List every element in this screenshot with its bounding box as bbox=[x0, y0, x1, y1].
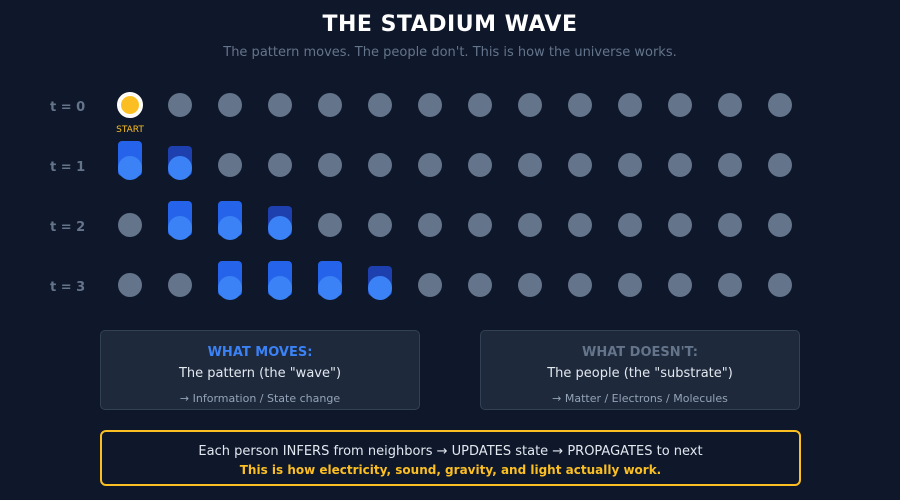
person-idle bbox=[518, 153, 542, 177]
person-head bbox=[218, 216, 242, 240]
person-head bbox=[368, 276, 392, 300]
person-idle bbox=[668, 93, 692, 117]
person-idle bbox=[618, 213, 642, 237]
person-raising bbox=[268, 206, 292, 240]
person-idle bbox=[768, 153, 792, 177]
person-idle bbox=[318, 213, 342, 237]
person-head bbox=[168, 156, 192, 180]
what-moves-card: WHAT MOVES: The pattern (the "wave") → I… bbox=[100, 330, 420, 410]
person-raised bbox=[118, 141, 142, 180]
person-head bbox=[218, 276, 242, 300]
person-head bbox=[168, 216, 192, 240]
person-idle bbox=[618, 153, 642, 177]
person-idle bbox=[118, 213, 142, 237]
person-idle bbox=[718, 93, 742, 117]
person-idle bbox=[218, 93, 242, 117]
person-raised bbox=[218, 201, 242, 240]
person-idle bbox=[568, 153, 592, 177]
what-doesnt-heading: WHAT DOESN'T: bbox=[582, 345, 698, 360]
what-moves-heading: WHAT MOVES: bbox=[207, 345, 313, 360]
person-idle bbox=[118, 273, 142, 297]
person-idle bbox=[468, 213, 492, 237]
person-idle bbox=[268, 153, 292, 177]
person-idle bbox=[668, 213, 692, 237]
person-idle bbox=[768, 213, 792, 237]
person-head bbox=[318, 276, 342, 300]
person-head bbox=[118, 156, 142, 180]
person-raising bbox=[168, 146, 192, 180]
person-idle bbox=[468, 273, 492, 297]
what-doesnt-note: → Matter / Electrons / Molecules bbox=[552, 392, 728, 405]
person-raised bbox=[168, 201, 192, 240]
person-idle bbox=[368, 153, 392, 177]
person-idle bbox=[518, 93, 542, 117]
wave-diagram: t = 0 START t = 1 t = 2 t = 3 bbox=[50, 92, 792, 300]
what-moves-text: The pattern (the "wave") bbox=[178, 366, 342, 381]
person-idle bbox=[768, 273, 792, 297]
summary-box: Each person INFERS from neighbors → UPDA… bbox=[100, 430, 801, 486]
person-head bbox=[268, 216, 292, 240]
person-idle bbox=[518, 213, 542, 237]
person-raised bbox=[218, 261, 242, 300]
person-head bbox=[268, 276, 292, 300]
row-label: t = 0 bbox=[50, 100, 86, 115]
person-idle bbox=[468, 93, 492, 117]
person-idle bbox=[618, 273, 642, 297]
person-raised bbox=[318, 261, 342, 300]
person-idle bbox=[368, 93, 392, 117]
person-idle bbox=[718, 213, 742, 237]
person-idle bbox=[318, 153, 342, 177]
summary-line: Each person INFERS from neighbors → UPDA… bbox=[198, 444, 703, 459]
page-subtitle: The pattern moves. The people don't. Thi… bbox=[223, 45, 677, 60]
person-idle bbox=[418, 273, 442, 297]
row-label: t = 1 bbox=[50, 160, 86, 175]
start-person bbox=[117, 92, 143, 118]
person-idle bbox=[218, 153, 242, 177]
row-label: t = 2 bbox=[50, 220, 86, 235]
person-raising bbox=[368, 266, 392, 300]
person-idle bbox=[568, 273, 592, 297]
person-idle bbox=[418, 213, 442, 237]
person-idle bbox=[418, 93, 442, 117]
person-idle bbox=[168, 93, 192, 117]
page-title: THE STADIUM WAVE bbox=[322, 12, 578, 37]
person-idle bbox=[318, 93, 342, 117]
person-idle bbox=[468, 153, 492, 177]
person-idle bbox=[568, 213, 592, 237]
person-idle bbox=[718, 273, 742, 297]
person-idle bbox=[668, 273, 692, 297]
person-idle bbox=[268, 93, 292, 117]
what-doesnt-text: The people (the "substrate") bbox=[547, 366, 733, 381]
summary-highlight: This is how electricity, sound, gravity,… bbox=[239, 463, 662, 477]
row-label: t = 3 bbox=[50, 280, 86, 295]
start-label: START bbox=[116, 125, 144, 135]
what-moves-note: → Information / State change bbox=[179, 392, 341, 405]
person-idle bbox=[168, 273, 192, 297]
person-idle bbox=[418, 153, 442, 177]
person-raised bbox=[268, 261, 292, 300]
person-idle bbox=[618, 93, 642, 117]
person-idle bbox=[668, 153, 692, 177]
what-doesnt-card: WHAT DOESN'T: The people (the "substrate… bbox=[480, 330, 800, 410]
person-idle bbox=[718, 153, 742, 177]
person-idle bbox=[768, 93, 792, 117]
person-idle bbox=[568, 93, 592, 117]
person-idle bbox=[518, 273, 542, 297]
person-idle bbox=[368, 213, 392, 237]
